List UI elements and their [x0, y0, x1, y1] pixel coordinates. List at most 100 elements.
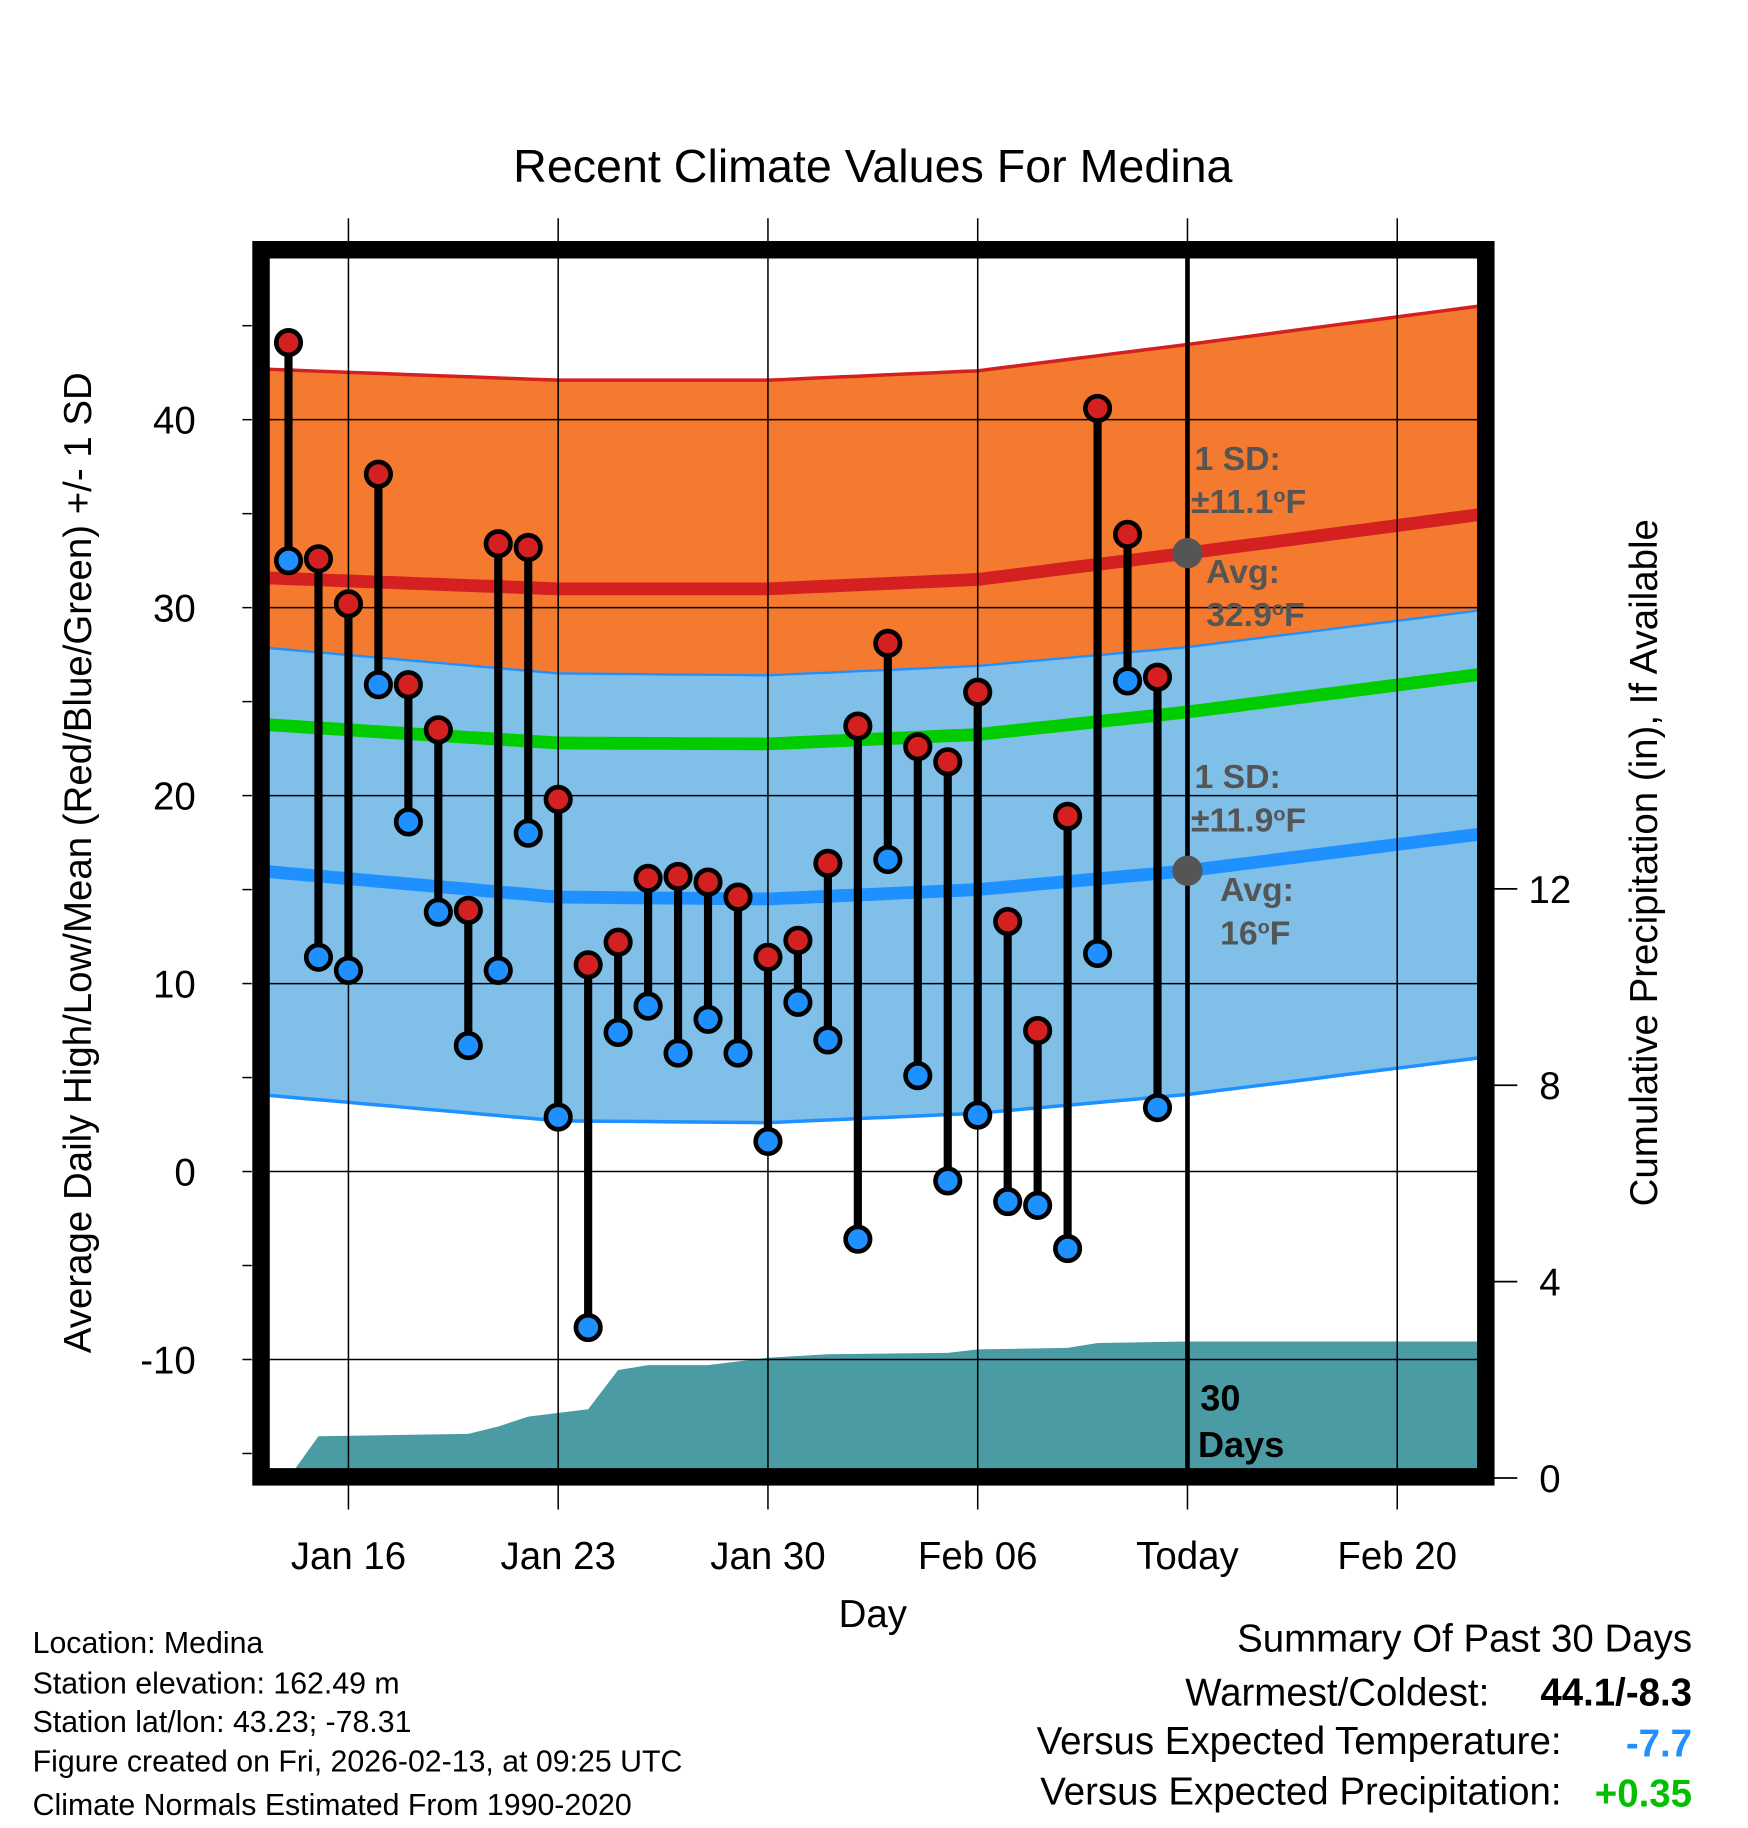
daily-low-point — [543, 1102, 573, 1132]
summary-temp-label: Versus Expected Temperature: — [1037, 1720, 1562, 1763]
normal-low-line — [269, 827, 1478, 906]
low-avg-text-value: 16 — [1220, 914, 1258, 952]
daily-high-point — [813, 848, 843, 878]
plot-frame — [252, 241, 1495, 1486]
low-sd-text: ±11.9oF — [1191, 801, 1306, 839]
unit: F — [1286, 801, 1307, 839]
x-tick-label: Jan 16 — [291, 1535, 406, 1578]
normal-mean-line — [269, 668, 1478, 751]
daily-high-point — [303, 544, 334, 574]
daily-high-point — [1083, 393, 1113, 423]
daily-high-point — [903, 732, 933, 762]
summary-temp-value: -7.7 — [1626, 1723, 1692, 1766]
plot-area — [269, 304, 1478, 1469]
x-tick-label: Today — [1136, 1535, 1239, 1578]
daily-low-point — [663, 1038, 693, 1068]
daily-high-point — [1112, 519, 1143, 549]
unit: F — [1284, 596, 1305, 634]
summary-title: Summary Of Past 30 Days — [1237, 1618, 1692, 1661]
daily-low-point — [933, 1166, 963, 1196]
degree-sign: o — [1272, 598, 1284, 620]
low-avg-marker — [1172, 855, 1203, 886]
daily-low-point — [843, 1224, 873, 1254]
daily-high-point — [333, 589, 364, 619]
high-sd-text-value: ±11.1 — [1191, 483, 1273, 521]
info-location: Location: Medina — [33, 1627, 264, 1660]
x-tick-label: Feb 06 — [918, 1535, 1038, 1578]
daily-low-point — [693, 1004, 723, 1034]
daily-low-point — [333, 955, 364, 985]
daily-low-point — [1142, 1093, 1173, 1123]
y-tick-label: 40 — [153, 400, 196, 443]
daily-low-point — [783, 987, 813, 1017]
daily-low-point — [1023, 1190, 1053, 1220]
daily-low-point — [1112, 666, 1143, 696]
info-elevation: Station elevation: 162.49 m — [33, 1668, 400, 1701]
info-created: Figure created on Fri, 2026-02-13, at 09… — [33, 1746, 683, 1779]
daily-high-point — [393, 670, 423, 700]
summary-warmest-value: 44.1/-8.3 — [1540, 1671, 1692, 1714]
daily-low-point — [963, 1100, 993, 1130]
daily-low-point — [393, 807, 423, 837]
daily-low-point — [633, 991, 663, 1021]
y-tick-label: -10 — [140, 1339, 196, 1382]
high-avg-marker — [1172, 537, 1203, 569]
high-avg-text: 32.9oF — [1206, 596, 1304, 634]
x-tick-label: Jan 23 — [500, 1535, 615, 1578]
daily-low-point — [513, 818, 543, 848]
daily-low-point — [453, 1031, 483, 1061]
chart-title: Recent Climate Values For Medina — [513, 140, 1232, 192]
y-tick-label: 20 — [153, 776, 196, 819]
high-sd-label: 1 SD: — [1194, 440, 1280, 478]
high-sd-upper-line — [269, 304, 1478, 382]
daily-high-point — [483, 529, 513, 559]
daily-high-point — [663, 861, 693, 891]
daily-low-point — [483, 955, 513, 985]
daily-low-point — [573, 1312, 603, 1343]
low-avg-text: 16oF — [1220, 914, 1290, 952]
info-latlon: Station lat/lon: 43.23; -78.31 — [33, 1706, 412, 1739]
high-avg-label: Avg: — [1206, 553, 1280, 591]
y2-tick-label: 4 — [1539, 1262, 1560, 1305]
low-sd-text-value: ±11.9 — [1191, 801, 1273, 839]
low-sd-label: 1 SD: — [1194, 758, 1280, 796]
daily-high-point — [633, 863, 663, 893]
data-points — [273, 328, 1173, 1343]
high-avg-text-value: 32.9 — [1206, 596, 1272, 634]
daily-high-point — [1142, 662, 1173, 692]
daily-low-point — [273, 546, 304, 576]
y2-tick-label: 8 — [1539, 1065, 1560, 1108]
daily-high-point — [513, 532, 543, 563]
high-sd-text: ±11.1oF — [1191, 483, 1306, 521]
daily-high-point — [843, 711, 873, 741]
days-label-text: Days — [1198, 1424, 1284, 1465]
daily-low-point — [1083, 938, 1113, 969]
low-sd-band — [269, 610, 1478, 1123]
daily-low-point — [813, 1025, 843, 1055]
summary-precip-value: +0.35 — [1595, 1773, 1692, 1816]
daily-low-point — [603, 1017, 633, 1048]
daily-high-point — [273, 328, 304, 358]
daily-high-point — [723, 882, 753, 912]
daily-low-point — [423, 897, 453, 927]
daily-low-point — [303, 942, 334, 972]
y2-axis-label: Cumulative Precipitation (in), If Availa… — [1623, 519, 1666, 1206]
low-avg-label: Avg: — [1220, 871, 1294, 909]
unit: F — [1286, 483, 1307, 521]
daily-low-point — [903, 1061, 933, 1091]
y-tick-label: 30 — [153, 588, 196, 631]
precip-area — [295, 1341, 1478, 1469]
summary: Summary Of Past 30 Days Warmest/Coldest:… — [1037, 1618, 1692, 1816]
degree-sign: o — [1258, 916, 1270, 938]
y2-tick-label: 0 — [1539, 1458, 1560, 1501]
daily-high-point — [453, 895, 483, 925]
low-sd-upper-line — [269, 609, 1478, 677]
daily-low-point — [1053, 1234, 1083, 1264]
y-tick-label: 0 — [174, 1152, 195, 1195]
y-tick-label: 10 — [153, 964, 196, 1007]
y-axis-label: Average Daily High/Low/Mean (Red/Blue/Gr… — [57, 372, 100, 1353]
daily-high-point — [573, 950, 603, 980]
daily-low-point — [363, 670, 393, 700]
unit: F — [1270, 914, 1291, 952]
